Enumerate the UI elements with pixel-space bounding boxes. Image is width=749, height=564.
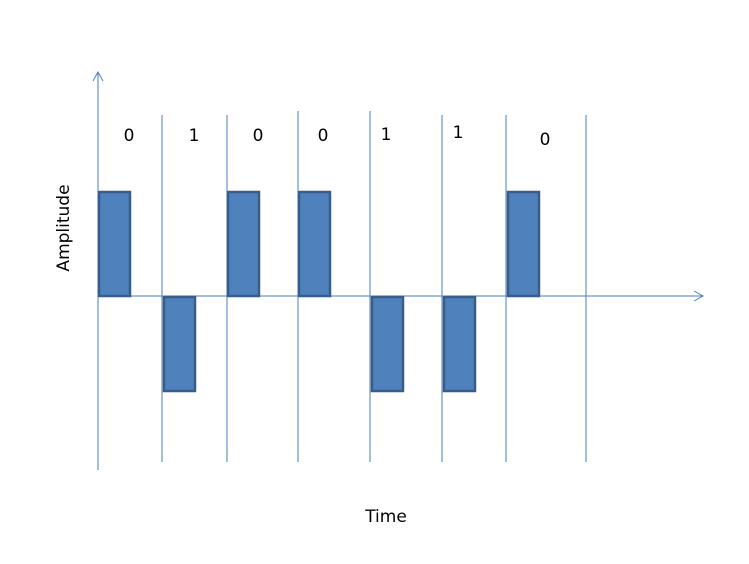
x-axis-arrow-icon: [693, 290, 705, 302]
pulse-bar-bit-6: [506, 190, 541, 298]
y-axis-arrow-icon: [92, 70, 104, 82]
pulse-bar-bit-1: [162, 295, 197, 393]
pulse-bar-bit-4: [370, 295, 405, 393]
bit-label: 1: [453, 123, 464, 143]
bit-label: 0: [124, 126, 135, 146]
bit-label: 0: [540, 130, 551, 150]
bit-label: 0: [318, 126, 329, 146]
pulse-bar-bit-0: [97, 190, 132, 298]
pulse-bar-bit-5: [442, 295, 477, 393]
pulse-bar-bit-2: [226, 190, 261, 298]
x-axis-label: Time: [364, 507, 407, 527]
bit-label: 0: [253, 126, 264, 146]
bit-label: 1: [381, 125, 392, 145]
y-axis-label: Amplitude: [54, 184, 74, 271]
pulse-bar-bit-3: [297, 190, 332, 298]
bit-label: 1: [189, 126, 200, 146]
